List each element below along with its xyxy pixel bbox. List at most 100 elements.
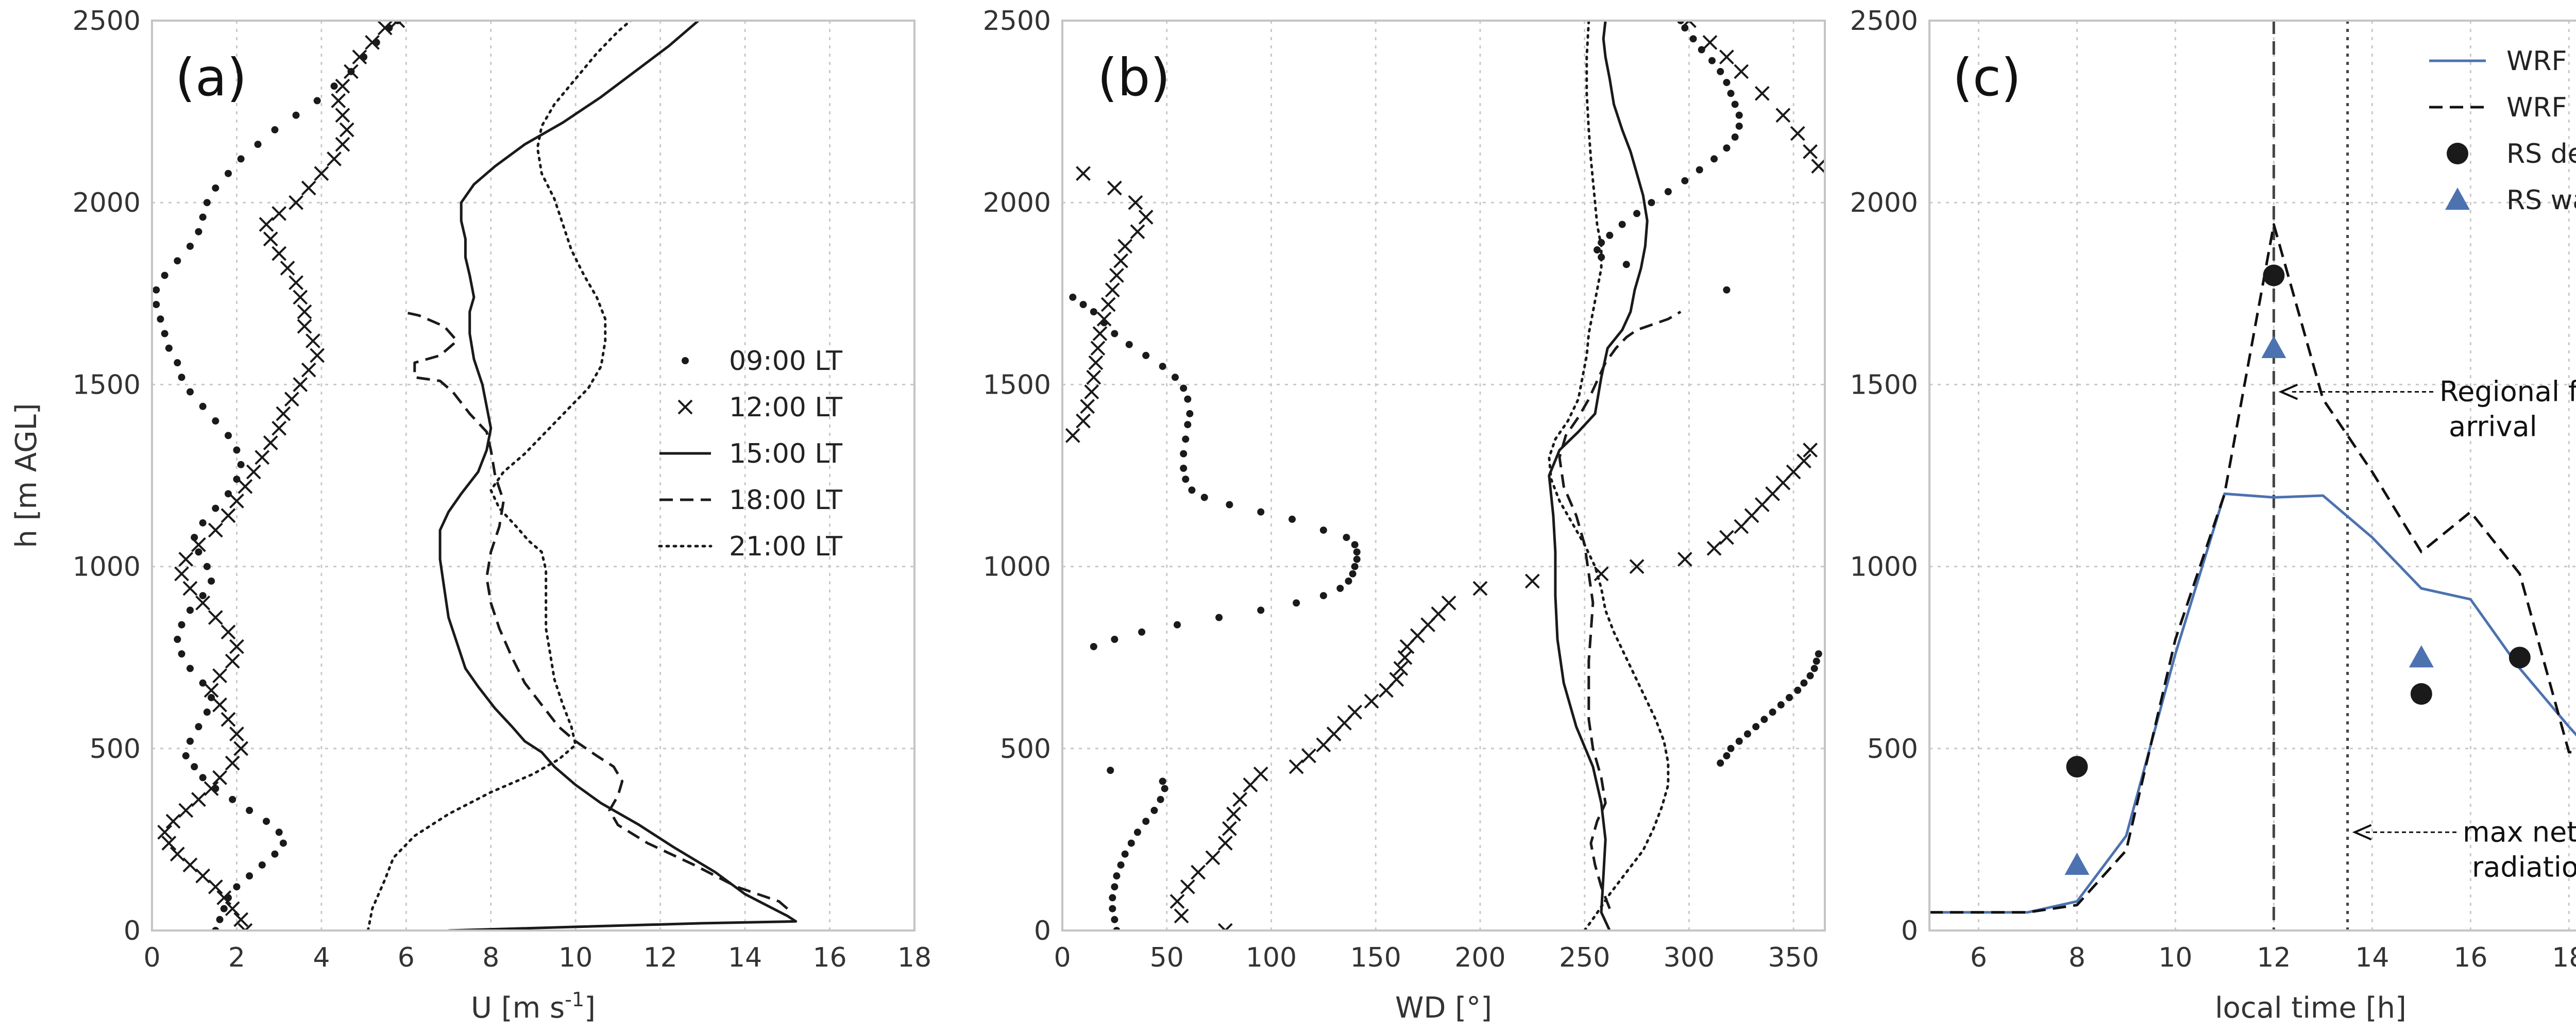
panel-c-legend: WRF water WRF desert RS desert RS water xyxy=(2429,46,2576,216)
data-point-09-00-lt xyxy=(271,850,279,858)
data-point-09-00-lt xyxy=(1717,67,1724,75)
data-point-09-00-lt xyxy=(1786,693,1793,701)
data-point-09-00-lt xyxy=(1735,122,1743,130)
legend-label-wrf-water: WRF water xyxy=(2506,46,2576,77)
legend-label-09-00-lt: 09:00 LT xyxy=(729,346,842,377)
x-tick-label: 10 xyxy=(558,942,592,973)
panel-c-frame xyxy=(1928,20,2576,932)
x-tick-label: 12 xyxy=(643,942,677,973)
data-point-09-00-lt xyxy=(1731,133,1739,141)
data-point-09-00-lt xyxy=(258,861,266,869)
y-tick-label: 2500 xyxy=(983,6,1051,37)
data-point-12-00-lt xyxy=(1128,195,1143,210)
data-point-09-00-lt xyxy=(1111,330,1118,337)
data-point-12-00-lt xyxy=(263,435,278,450)
data-point-12-00-lt xyxy=(216,890,232,905)
x-tick-label: 18 xyxy=(897,942,931,973)
data-point-09-00-lt xyxy=(1727,745,1735,752)
annotation-line: Regional flow xyxy=(2439,376,2576,408)
data-point-12-00-lt xyxy=(1086,369,1101,385)
data-point-12-00-lt xyxy=(212,770,227,785)
data-point-09-00-lt xyxy=(212,504,219,512)
x-tick-label: 0 xyxy=(143,942,160,973)
series-line-wrf-water xyxy=(1929,492,2576,914)
data-point-12-00-lt xyxy=(1105,282,1120,298)
data-point-12-00-lt xyxy=(293,377,308,392)
data-point-12-00-lt xyxy=(1130,224,1145,240)
data-point-12-00-lt xyxy=(272,246,287,261)
data-point-12-00-lt xyxy=(208,610,223,625)
data-point-12-00-lt xyxy=(1719,530,1734,545)
data-point-12-00-lt xyxy=(289,275,303,291)
data-point-12-00-lt xyxy=(195,868,211,884)
legend-swatch-rs-desert xyxy=(2447,143,2468,164)
annotation-line: arrival xyxy=(2449,411,2537,443)
legend-label-wrf-desert: WRF desert xyxy=(2506,92,2576,123)
data-point-09-00-lt xyxy=(233,446,241,454)
data-point-09-00-lt xyxy=(187,388,194,396)
data-point-09-00-lt xyxy=(199,213,207,221)
legend-label-rs-desert: RS desert xyxy=(2506,139,2576,170)
data-point-09-00-lt xyxy=(1735,111,1743,119)
data-point-12-00-lt xyxy=(178,803,194,818)
y-tick-label: 2000 xyxy=(983,188,1051,218)
data-point-12-00-lt xyxy=(1232,792,1248,807)
data-point-12-00-lt xyxy=(1682,21,1697,28)
x-tick-label: 8 xyxy=(2069,942,2086,973)
data-point-12-00-lt xyxy=(182,581,198,596)
data-point-09-00-lt xyxy=(1752,723,1760,731)
data-point-12-00-lt xyxy=(259,217,274,232)
data-point-09-00-lt xyxy=(1810,665,1818,672)
data-point-09-00-lt xyxy=(1336,584,1344,592)
data-point-09-00-lt xyxy=(195,228,202,235)
data-point-12-00-lt xyxy=(297,318,312,334)
data-point-12-00-lt xyxy=(229,639,244,654)
data-point-12-00-lt xyxy=(170,847,185,862)
data-point-12-00-lt xyxy=(284,392,299,407)
data-point-12-00-lt xyxy=(1803,443,1818,458)
data-point-rs-desert xyxy=(2263,264,2285,286)
data-point-12-00-lt xyxy=(1719,49,1734,65)
data-point-09-00-lt xyxy=(1215,614,1223,621)
series-line-21-00-lt xyxy=(1548,21,1670,931)
data-point-12-00-lt xyxy=(272,206,287,221)
y-tick-label: 1000 xyxy=(73,552,141,583)
data-point-09-00-lt xyxy=(1806,672,1814,680)
data-point-12-00-lt xyxy=(276,406,291,421)
data-point-12-00-lt xyxy=(314,166,329,181)
data-point-09-00-lt xyxy=(1717,759,1724,767)
data-point-09-00-lt xyxy=(1069,293,1077,301)
data-point-09-00-lt xyxy=(1113,872,1121,880)
series-line-15-00-lt xyxy=(438,21,798,931)
data-point-09-00-lt xyxy=(1226,501,1233,509)
panel-b-frame xyxy=(1061,20,1826,932)
data-point-12-00-lt xyxy=(204,781,219,796)
panel-a-legend: 09:00 LT 12:00 LT 15:00 LT 18:00 LT 21:00 LT xyxy=(658,346,842,562)
x-tick-label: 0 xyxy=(1054,942,1071,973)
data-point-09-00-lt xyxy=(178,621,185,629)
data-point-09-00-lt xyxy=(1777,701,1785,709)
data-point-09-00-lt xyxy=(1708,57,1716,64)
data-point-09-00-lt xyxy=(152,300,160,308)
data-point-09-00-lt xyxy=(1710,155,1718,163)
data-point-09-00-lt xyxy=(1171,374,1179,381)
data-point-09-00-lt xyxy=(1351,563,1359,570)
data-point-09-00-lt xyxy=(191,763,198,771)
data-point-12-00-lt xyxy=(1100,297,1116,312)
data-point-12-00-lt xyxy=(238,923,253,931)
panel-a: (a) h [m AGL] U [m s-1] 0 2 4 6 8 10 12 14 16 18 0… xyxy=(10,6,931,1025)
data-point-12-00-lt xyxy=(246,464,261,480)
data-point-09-00-lt xyxy=(1161,785,1168,792)
x-tick-label: 18 xyxy=(2552,942,2576,973)
data-point-09-00-lt xyxy=(1723,286,1731,294)
legend-label-21-00-lt: 21:00 LT xyxy=(729,531,842,562)
data-point-12-00-lt xyxy=(335,78,350,94)
data-point-12-00-lt xyxy=(1205,850,1221,866)
data-point-09-00-lt xyxy=(1142,351,1150,359)
data-point-09-00-lt xyxy=(1159,363,1166,370)
panel-b-label: (b) xyxy=(1097,47,1171,108)
data-point-09-00-lt xyxy=(1349,570,1357,578)
x-tick-label: 150 xyxy=(1350,942,1401,973)
x-tick-label: 4 xyxy=(313,942,330,973)
data-point-12-00-lt xyxy=(301,180,316,196)
